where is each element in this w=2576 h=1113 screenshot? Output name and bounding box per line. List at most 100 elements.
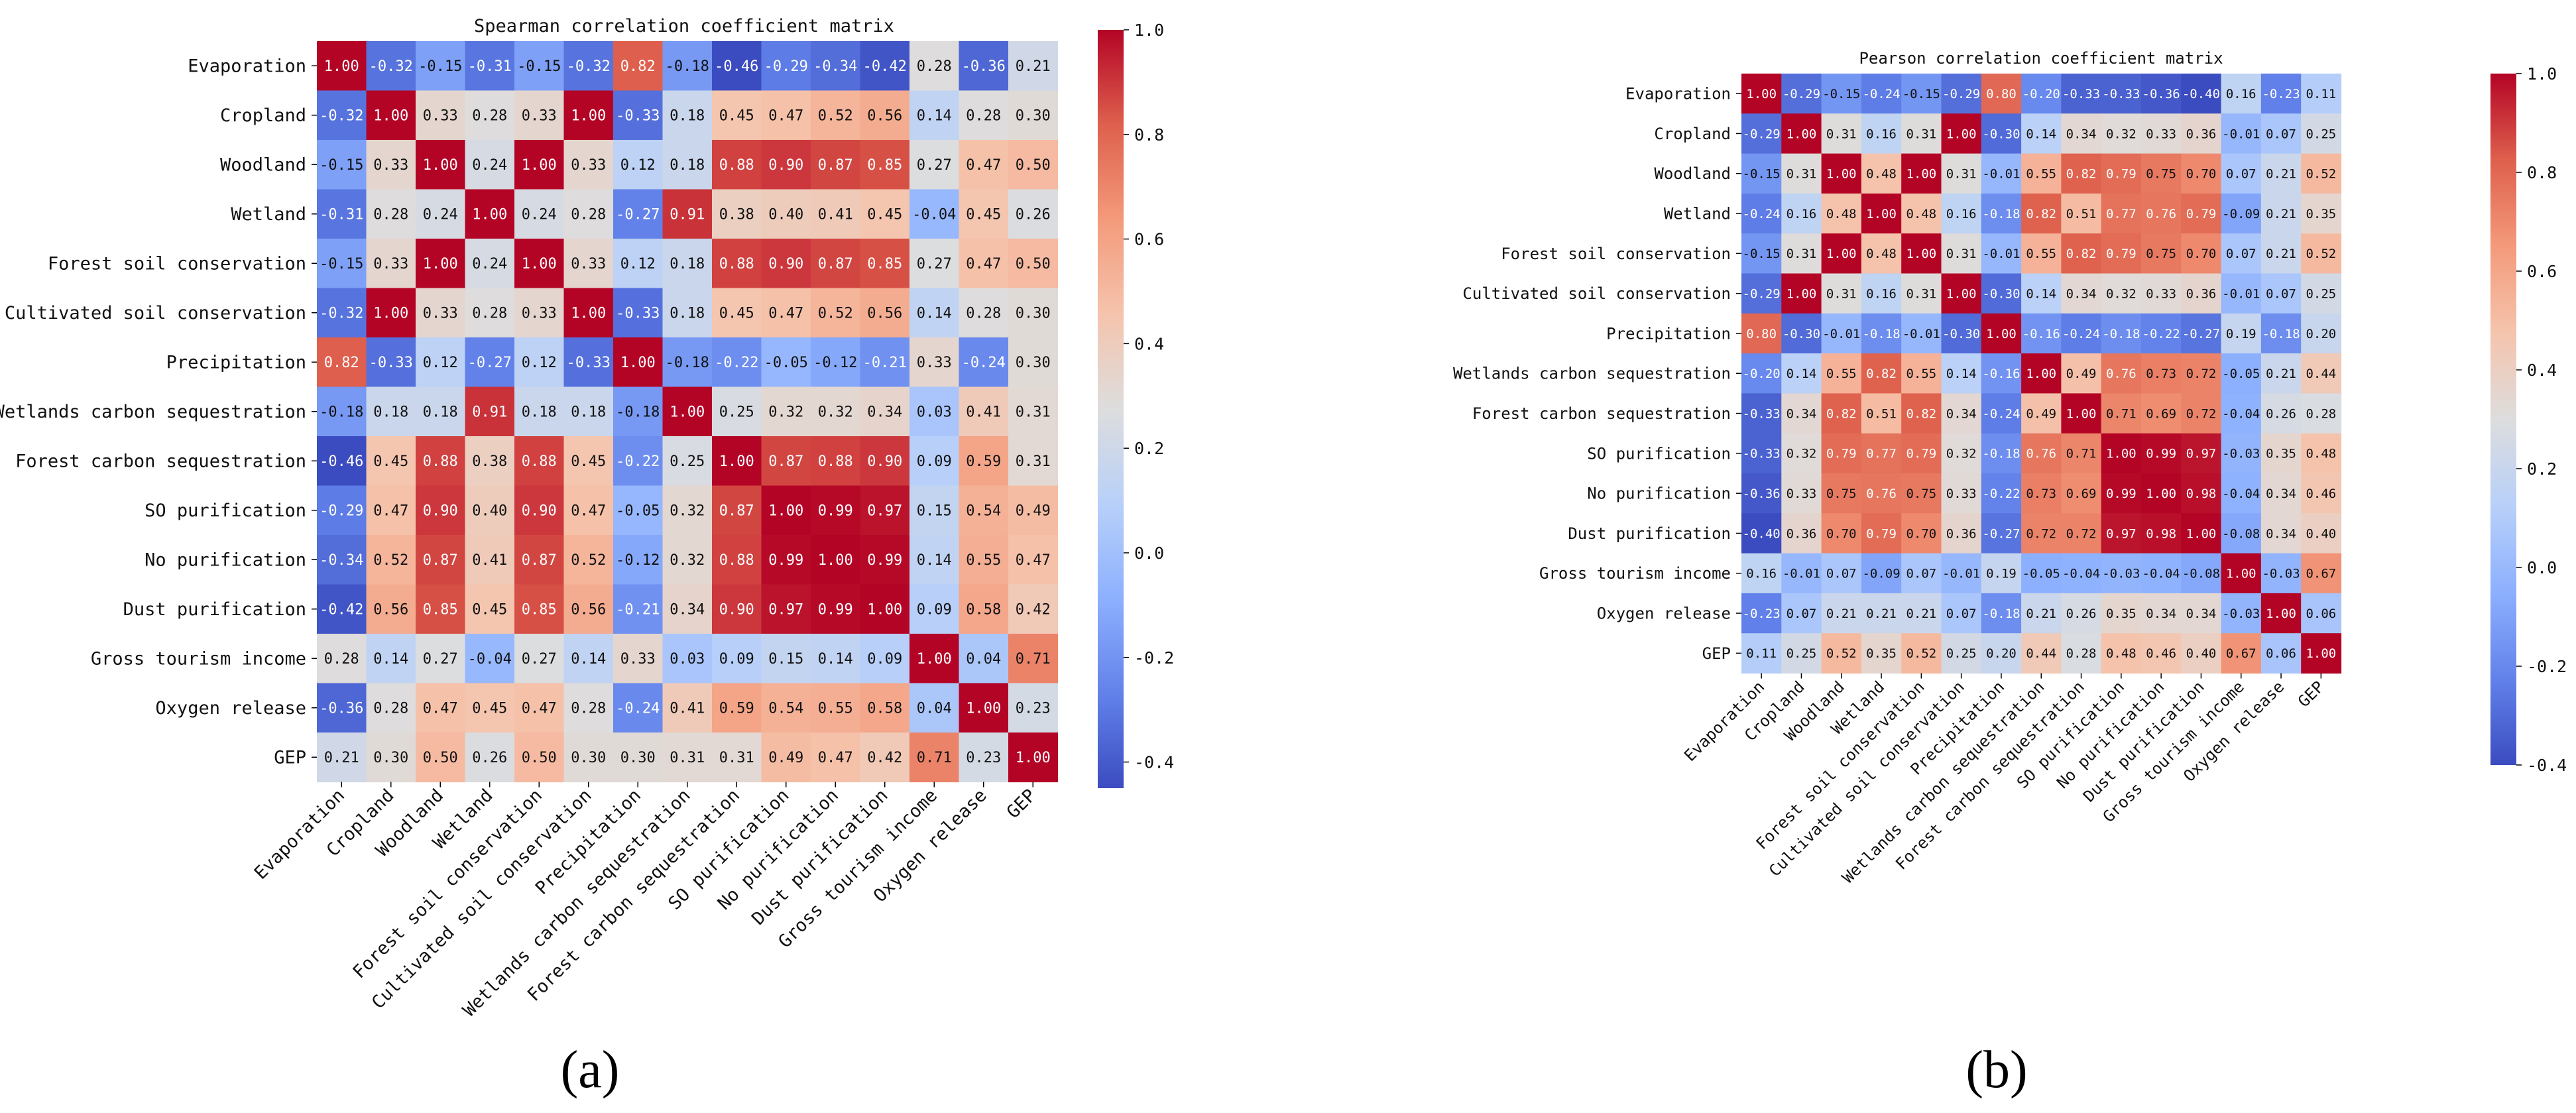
heatmap-cell: [2061, 553, 2102, 594]
cell-value-label: 0.36: [2186, 127, 2217, 141]
heatmap-cell: [1008, 288, 1059, 338]
cell-value-label: 0.21: [2266, 247, 2296, 261]
heatmap-cell: [613, 584, 664, 634]
heatmap-cell: [1741, 273, 1782, 314]
heatmap-cell: [563, 634, 614, 684]
cell-value-label: 0.32: [1946, 447, 1977, 461]
cell-value-label: 0.12: [620, 157, 656, 174]
cell-value-label: 0.82: [1866, 367, 1897, 381]
cell-value-label: 0.73: [2146, 367, 2176, 381]
cell-value-label: -0.18: [666, 355, 709, 371]
heatmap-cell: [959, 239, 1009, 289]
cell-value-label: -0.29: [764, 58, 808, 75]
heatmap-cell: [860, 90, 910, 141]
heatmap-cell: [1741, 473, 1782, 514]
heatmap-cell: [1901, 313, 1942, 354]
heatmap-cell: [1741, 313, 1782, 354]
cell-value-label: 0.45: [719, 306, 754, 322]
cell-value-label: 0.38: [472, 453, 507, 470]
heatmap-cell: [317, 683, 367, 733]
cell-value-label: -0.16: [2022, 327, 2060, 341]
heatmap-cell: [416, 239, 466, 289]
cell-value-label: -0.32: [320, 108, 363, 125]
heatmap-cell: [1008, 386, 1059, 437]
cell-value-label: 0.07: [1906, 567, 1936, 581]
heatmap-cell: [712, 239, 762, 289]
heatmap-cell: [2221, 473, 2262, 514]
row-label-no-purification: No purification: [145, 550, 306, 571]
heatmap-cell: [366, 41, 416, 91]
heatmap-cell: [712, 337, 762, 388]
heatmap-cell: [860, 634, 910, 684]
heatmap-cell: [1781, 74, 1822, 114]
cell-value-label: 0.41: [472, 552, 507, 569]
row-label-evaporation: Evaporation: [188, 56, 306, 77]
cell-value-label: 0.76: [2146, 207, 2176, 221]
row-label-evaporation: Evaporation: [1625, 85, 1731, 103]
heatmap-cell: [1781, 273, 1822, 314]
heatmap-cell: [514, 239, 565, 289]
cell-value-label: 0.25: [1946, 646, 1977, 661]
cell-value-label: 0.98: [2146, 526, 2176, 541]
cell-value-label: 1.00: [373, 306, 408, 322]
cell-value-label: -0.30: [1942, 327, 1980, 341]
heatmap-cell: [1901, 113, 1942, 154]
cell-value-label: 1.00: [1946, 127, 1977, 141]
heatmap-cell: [860, 386, 910, 437]
cell-value-label: -0.22: [715, 355, 758, 371]
heatmap-cell: [2260, 153, 2302, 194]
heatmap-cell: [1821, 393, 1862, 434]
heatmap-cell: [514, 386, 565, 437]
cell-value-label: 1.00: [1746, 87, 1777, 101]
cell-value-label: 0.51: [2066, 207, 2097, 221]
cell-value-label: 0.77: [2106, 207, 2137, 221]
heatmap-cell: [366, 535, 416, 585]
heatmap-cell: [2061, 433, 2102, 474]
cell-value-label: 0.85: [867, 157, 902, 174]
colorbar-tick-label: 0.4: [1134, 334, 1164, 353]
cell-value-label: 0.28: [2066, 646, 2097, 661]
cell-value-label: 0.16: [1866, 127, 1897, 141]
heatmap-cell: [2221, 633, 2262, 674]
cell-value-label: 0.58: [867, 701, 902, 717]
cell-value-label: 0.85: [522, 602, 557, 618]
heatmap-cell: [2181, 473, 2222, 514]
heatmap-cell: [2301, 313, 2342, 354]
cell-value-label: -0.46: [320, 453, 363, 470]
cell-value-label: 0.50: [423, 750, 458, 766]
cell-value-label: 0.52: [373, 552, 408, 569]
heatmap-cell: [366, 189, 416, 239]
cell-value-label: 0.54: [966, 503, 1001, 520]
cell-value-label: 0.45: [472, 602, 507, 618]
cell-value-label: 0.71: [2106, 406, 2137, 421]
heatmap-cell: [662, 683, 713, 733]
heatmap-cell: [563, 584, 614, 634]
heatmap-cell: [811, 41, 861, 91]
cell-value-label: -0.15: [1903, 87, 1940, 101]
heatmap-cell: [613, 386, 664, 437]
cell-value-label: 0.25: [670, 453, 705, 470]
heatmap-cell: [2260, 74, 2302, 114]
heatmap-cell: [416, 337, 466, 388]
cell-value-label: 0.87: [768, 453, 803, 470]
heatmap-cell: [366, 288, 416, 338]
cell-value-label: 0.82: [620, 58, 656, 75]
cell-value-label: -0.33: [369, 355, 413, 371]
heatmap-cell: [2021, 74, 2062, 114]
heatmap-cell: [1981, 473, 2022, 514]
cell-value-label: 0.80: [1986, 87, 2017, 101]
cell-value-label: 0.71: [917, 750, 952, 766]
heatmap-cell: [416, 584, 466, 634]
heatmap-cell: [662, 288, 713, 338]
cell-value-label: 0.14: [571, 651, 606, 668]
cell-value-label: 0.99: [867, 552, 902, 569]
cell-value-label: 0.52: [1826, 646, 1857, 661]
cell-value-label: 0.79: [1906, 447, 1936, 461]
heatmap-cell: [909, 683, 960, 733]
cell-value-label: 0.87: [423, 552, 458, 569]
heatmap-cell: [613, 337, 664, 388]
cell-value-label: 0.91: [472, 404, 507, 421]
heatmap-cell: [860, 41, 910, 91]
heatmap-cell: [317, 288, 367, 338]
